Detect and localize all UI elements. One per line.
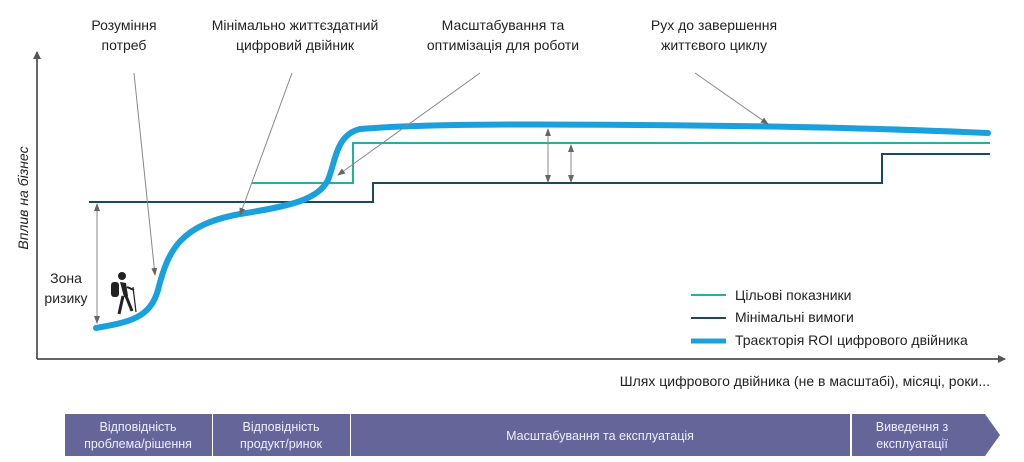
legend-minimum: Мінімальні вимоги	[735, 309, 854, 325]
callout-pointer	[337, 72, 481, 176]
hiker-icon	[111, 272, 137, 315]
callout-scaling: Масштабування та оптимізація для роботи	[427, 17, 579, 53]
x-axis-label: Шлях цифрового двійника (не в масштабі),…	[620, 373, 990, 389]
roi-trajectory-curve	[93, 121, 991, 331]
phases-band: Відповідність проблема/рішення Відповідні…	[65, 414, 1000, 456]
phase-problem-solution	[65, 414, 212, 456]
target-metrics-line	[252, 142, 990, 184]
phase-product-market	[213, 414, 350, 456]
phase-decommission	[852, 414, 1000, 456]
callout-mvp-twin: Мінімально життєздатний цифровий двійник	[212, 17, 379, 53]
legend-roi: Траєкторія ROI цифрового двійника	[735, 332, 968, 348]
callout-understanding-needs: Розуміння потреб	[91, 17, 156, 53]
callout-end-of-life: Рух до завершення життєвого циклу	[651, 17, 777, 53]
minimum-requirements-line	[89, 153, 990, 203]
callout-pointer	[133, 72, 158, 276]
callout-pointer	[239, 72, 293, 216]
phase-scaling-operation	[351, 414, 850, 456]
svg-text:Масштабування та експлуатація: Масштабування та експлуатація	[506, 429, 694, 443]
legend-target: Цільові показники	[735, 287, 852, 303]
risk-zone-label: Зона ризику	[44, 270, 87, 306]
legend: Цільові показники Мінімальні вимоги Трає…	[691, 287, 968, 348]
y-axis-label: Вплив на бізнес	[15, 146, 31, 249]
callout-pointer	[694, 72, 769, 125]
